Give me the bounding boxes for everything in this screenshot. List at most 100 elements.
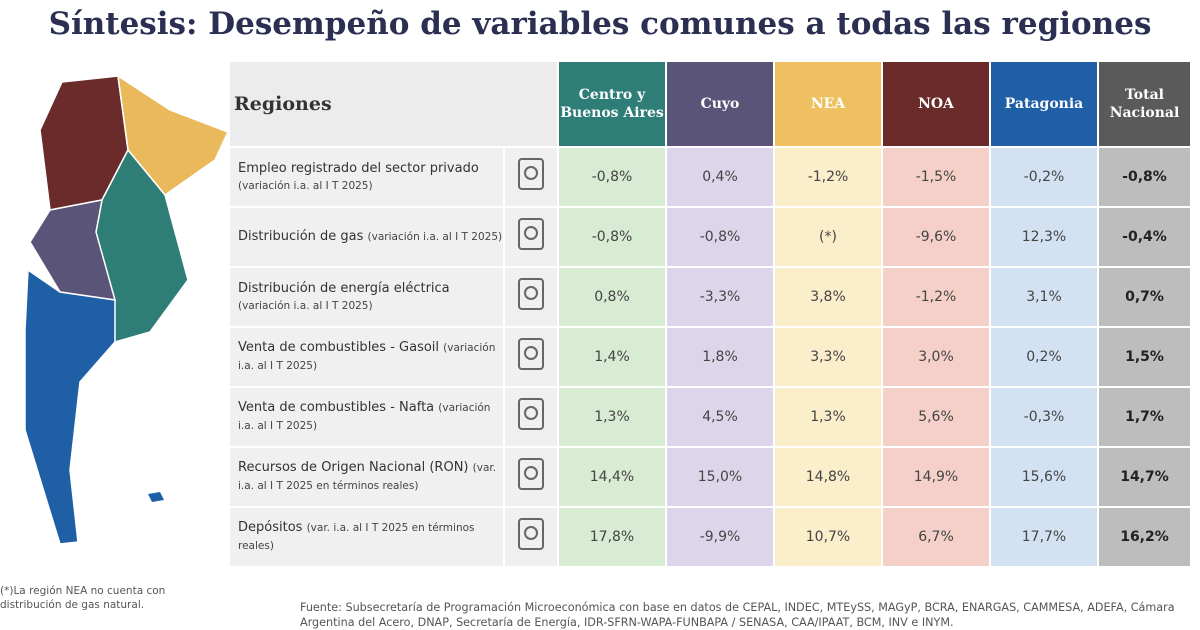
value-cell: 12,3% bbox=[991, 208, 1097, 266]
value-cell: 14,8% bbox=[775, 448, 881, 506]
value-cell: -1,2% bbox=[883, 268, 989, 326]
value-cell: 4,5% bbox=[667, 388, 773, 446]
row-title: Recursos de Origen Nacional (RON) bbox=[238, 460, 469, 475]
row-note: (variación i.a. al I T 2025) bbox=[238, 402, 491, 432]
row-label: Depósitos (var. i.a. al I T 2025 en térm… bbox=[230, 508, 503, 566]
row-note: (var. i.a. al I T 2025 en términos reale… bbox=[238, 462, 497, 492]
icon-cell bbox=[505, 268, 557, 326]
row-note: (variación i.a. al I T 2025) bbox=[238, 342, 496, 372]
column-header: Cuyo bbox=[667, 62, 773, 146]
row-label: Venta de combustibles - Gasoil (variació… bbox=[230, 328, 503, 386]
value-cell: 10,7% bbox=[775, 508, 881, 566]
value-cell: 1,8% bbox=[667, 328, 773, 386]
icon bbox=[518, 338, 544, 370]
row: Distribución de gas (variación i.a. al I… bbox=[230, 208, 1190, 266]
row: Recursos de Origen Nacional (RON) (var. … bbox=[230, 448, 1190, 506]
value-cell: 3,1% bbox=[991, 268, 1097, 326]
row-label: Recursos de Origen Nacional (RON) (var. … bbox=[230, 448, 503, 506]
value-cell: 15,0% bbox=[667, 448, 773, 506]
row-title: Distribución de energía eléctrica bbox=[238, 280, 450, 296]
value-cell: (*) bbox=[775, 208, 881, 266]
row-label: Distribución de gas (variación i.a. al I… bbox=[230, 208, 503, 266]
value-cell: 1,3% bbox=[559, 388, 665, 446]
value-cell: -1,2% bbox=[775, 148, 881, 206]
table: Regiones Centro y Buenos Aires Cuyo NEA NOA P… bbox=[228, 60, 1192, 568]
value-cell: 5,6% bbox=[883, 388, 989, 446]
icon bbox=[518, 458, 544, 490]
column-header: NEA bbox=[775, 62, 881, 146]
value-cell: -0,8% bbox=[667, 208, 773, 266]
value-cell: -0,8% bbox=[559, 148, 665, 206]
row-title: Venta de combustibles - Nafta bbox=[238, 400, 435, 415]
column-header: Centro y Buenos Aires bbox=[559, 62, 665, 146]
value-cell: 17,8% bbox=[559, 508, 665, 566]
value-cell: 14,4% bbox=[559, 448, 665, 506]
row: Distribución de energía eléctrica (varia… bbox=[230, 268, 1190, 326]
icon bbox=[518, 398, 544, 430]
header-label: Regiones bbox=[230, 62, 557, 146]
value-cell: 0,7% bbox=[1099, 268, 1190, 326]
header-row: Regiones Centro y Buenos Aires Cuyo NEA NOA P… bbox=[230, 62, 1190, 146]
value-cell: 0,2% bbox=[991, 328, 1097, 386]
row-title: Venta de combustibles - Gasoil bbox=[238, 340, 440, 355]
icon-cell bbox=[505, 328, 557, 386]
icon-cell bbox=[505, 448, 557, 506]
value-cell: 0,8% bbox=[559, 268, 665, 326]
icon bbox=[518, 158, 544, 190]
value-cell: -9,9% bbox=[667, 508, 773, 566]
row-note: (variación i.a. al I T 2025) bbox=[238, 179, 373, 192]
value-cell: 1,5% bbox=[1099, 328, 1190, 386]
column-header: Patagonia bbox=[991, 62, 1097, 146]
row-label: Distribución de energía eléctrica (varia… bbox=[230, 268, 503, 326]
value-cell: -1,5% bbox=[883, 148, 989, 206]
value-cell: 3,3% bbox=[775, 328, 881, 386]
row-note: (variación i.a. al I T 2025) bbox=[367, 231, 503, 243]
value-cell: -3,3% bbox=[667, 268, 773, 326]
value-cell: -0,8% bbox=[559, 208, 665, 266]
row: Venta de combustibles - Gasoil (variació… bbox=[230, 328, 1190, 386]
region-patagonia bbox=[24, 268, 116, 545]
value-cell: -0,2% bbox=[991, 148, 1097, 206]
row: Depósitos (var. i.a. al I T 2025 en térm… bbox=[230, 508, 1190, 566]
row-note: (variación i.a. al I T 2025) bbox=[238, 299, 373, 312]
row-label: Empleo registrado del sector privado (va… bbox=[230, 148, 503, 206]
map bbox=[24, 74, 230, 545]
value-cell: 0,4% bbox=[667, 148, 773, 206]
value-cell: 1,4% bbox=[559, 328, 665, 386]
value-cell: -0,3% bbox=[991, 388, 1097, 446]
row-title: Distribución de gas bbox=[238, 229, 364, 244]
row-title: Empleo registrado del sector privado bbox=[238, 160, 479, 176]
column-header: Total Nacional bbox=[1099, 62, 1190, 146]
value-cell: 14,7% bbox=[1099, 448, 1190, 506]
row-title: Depósitos bbox=[238, 520, 303, 535]
row: Venta de combustibles - Nafta (variación… bbox=[230, 388, 1190, 446]
icon-cell bbox=[505, 388, 557, 446]
column-header: NOA bbox=[883, 62, 989, 146]
value-cell: 6,7% bbox=[883, 508, 989, 566]
icon-cell bbox=[505, 208, 557, 266]
title: Síntesis: Desempeño de variables comunes… bbox=[48, 6, 1152, 42]
value-cell: 1,7% bbox=[1099, 388, 1190, 446]
value-cell: 3,0% bbox=[883, 328, 989, 386]
value-cell: 16,2% bbox=[1099, 508, 1190, 566]
row-note: (var. i.a. al I T 2025 en términos reale… bbox=[238, 522, 475, 552]
value-cell: 14,9% bbox=[883, 448, 989, 506]
value-cell: 3,8% bbox=[775, 268, 881, 326]
source: Fuente: Subsecretaría de Programación Mi… bbox=[300, 601, 1175, 629]
malvinas bbox=[148, 492, 164, 502]
icon bbox=[518, 278, 544, 310]
value-cell: 1,3% bbox=[775, 388, 881, 446]
value-cell: -0,8% bbox=[1099, 148, 1190, 206]
value-cell: -0,4% bbox=[1099, 208, 1190, 266]
icon bbox=[518, 218, 544, 250]
icon-cell bbox=[505, 148, 557, 206]
icon bbox=[518, 518, 544, 550]
row-label: Venta de combustibles - Nafta (variación… bbox=[230, 388, 503, 446]
value-cell: 15,6% bbox=[991, 448, 1097, 506]
value-cell: 17,7% bbox=[991, 508, 1097, 566]
value-cell: -9,6% bbox=[883, 208, 989, 266]
footnote: (*)La región NEA no cuenta con distribuc… bbox=[0, 585, 166, 611]
icon-cell bbox=[505, 508, 557, 566]
row: Empleo registrado del sector privado (va… bbox=[230, 148, 1190, 206]
